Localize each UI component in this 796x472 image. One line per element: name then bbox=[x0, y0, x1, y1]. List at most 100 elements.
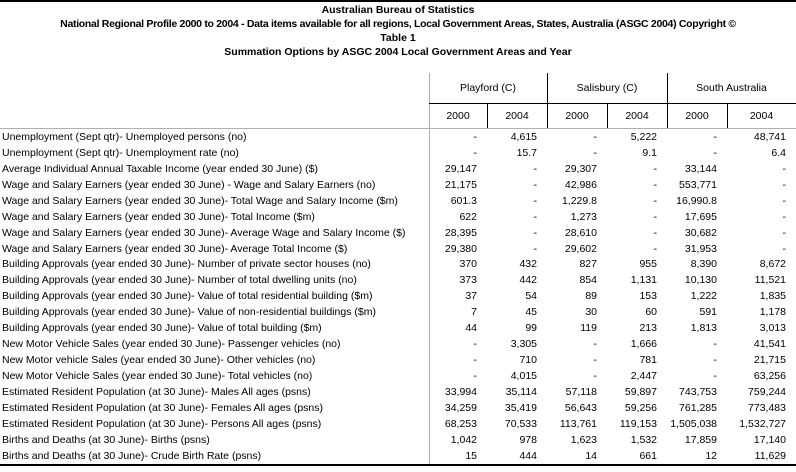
data-cell: - bbox=[713, 370, 718, 383]
table-row: New Motor Vehicle Sales (year ended 30 J… bbox=[0, 336, 796, 352]
data-cell: 1,222 bbox=[690, 290, 717, 303]
group-header-underline bbox=[429, 103, 796, 104]
data-cell: 31,953 bbox=[684, 242, 717, 255]
data-cell: 45 bbox=[525, 306, 537, 319]
data-cell: 29,380 bbox=[444, 242, 477, 255]
row-label: New Motor vehicle Sales (year ended 30 J… bbox=[2, 354, 316, 367]
row-label: Unemployment (Sept qtr)- Unemployment ra… bbox=[2, 146, 239, 159]
group-divider-salisbury-sa bbox=[667, 73, 668, 128]
row-label: Estimated Resident Population (at 30 Jun… bbox=[2, 417, 322, 430]
year-divider-sa bbox=[727, 104, 728, 128]
data-cell: 553,771 bbox=[679, 178, 717, 191]
data-cell: 854 bbox=[579, 274, 597, 287]
data-cell: 442 bbox=[519, 274, 537, 287]
data-cell: - bbox=[533, 194, 538, 207]
label-column-divider bbox=[429, 73, 430, 465]
table-row: Average Individual Annual Taxable Income… bbox=[0, 161, 796, 177]
data-cell: - bbox=[713, 146, 718, 159]
data-cell: 21,715 bbox=[753, 354, 786, 367]
data-cell: 978 bbox=[519, 433, 537, 446]
data-cell: 28,395 bbox=[444, 226, 477, 239]
row-label: Estimated Resident Population (at 30 Jun… bbox=[2, 401, 323, 414]
table-row: Building Approvals (year ended 30 June)-… bbox=[0, 320, 796, 336]
subtitle: National Regional Profile 2000 to 2004 -… bbox=[60, 18, 736, 30]
data-cell: - bbox=[473, 338, 478, 351]
row-label: Births and Deaths (at 30 June)- Births (… bbox=[2, 433, 210, 446]
data-cell: - bbox=[713, 354, 718, 367]
row-label: Wage and Salary Earners (year ended 30 J… bbox=[2, 178, 376, 191]
data-cell: 8,672 bbox=[759, 258, 786, 271]
data-cell: 28,610 bbox=[564, 226, 597, 239]
column-group-south-australia: South Australia bbox=[696, 82, 767, 94]
data-cell: - bbox=[782, 242, 787, 255]
data-cell: 113,761 bbox=[559, 417, 597, 430]
table-row: Building Approvals (year ended 30 June)-… bbox=[0, 272, 796, 288]
row-label: Average Individual Annual Taxable Income… bbox=[2, 162, 318, 175]
data-cell: 21,175 bbox=[444, 178, 477, 191]
data-cell: 16,990.8 bbox=[676, 194, 717, 207]
row-label: New Motor Vehicle Sales (year ended 30 J… bbox=[2, 338, 341, 351]
data-cell: - bbox=[593, 130, 598, 143]
data-cell: - bbox=[653, 162, 658, 175]
title-block: Australian Bureau of Statistics National… bbox=[0, 3, 796, 59]
data-cell: - bbox=[713, 338, 718, 351]
data-cell: 37 bbox=[465, 290, 477, 303]
row-label: New Motor Vehicle Sales (year ended 30 J… bbox=[2, 370, 313, 383]
year-header-playford-2000: 2000 bbox=[446, 109, 470, 122]
data-cell: 622 bbox=[459, 210, 477, 223]
data-cell: 11,629 bbox=[754, 449, 786, 462]
row-label: Building Approvals (year ended 30 June)-… bbox=[2, 258, 371, 271]
data-cell: 10,130 bbox=[684, 274, 717, 287]
data-cell: 761,285 bbox=[679, 401, 717, 414]
data-cell: 1,532,727 bbox=[739, 417, 786, 430]
year-header-salisbury-2004: 2004 bbox=[625, 109, 649, 122]
data-cell: 89 bbox=[585, 290, 597, 303]
data-cell: 591 bbox=[699, 306, 717, 319]
table-row: Unemployment (Sept qtr)- Unemployed pers… bbox=[0, 129, 796, 145]
data-cell: 8,390 bbox=[690, 258, 717, 271]
data-cell: 370 bbox=[459, 258, 477, 271]
data-cell: - bbox=[782, 194, 787, 207]
data-cell: 6.4 bbox=[771, 146, 786, 159]
table-row: Wage and Salary Earners (year ended 30 J… bbox=[0, 209, 796, 225]
data-cell: 1,813 bbox=[690, 322, 717, 335]
data-cell: - bbox=[473, 354, 478, 367]
column-group-salisbury: Salisbury (C) bbox=[576, 82, 638, 94]
data-cell: 1,042 bbox=[450, 433, 477, 446]
data-cell: 17,695 bbox=[684, 210, 717, 223]
data-cell: 743,753 bbox=[679, 385, 717, 398]
data-cell: 34,259 bbox=[444, 401, 477, 414]
data-cell: - bbox=[653, 242, 658, 255]
data-cell: 30,682 bbox=[684, 226, 717, 239]
data-cell: 99 bbox=[525, 322, 537, 335]
data-cell: - bbox=[782, 210, 787, 223]
year-divider-playford bbox=[487, 104, 488, 128]
row-label: Wage and Salary Earners (year ended 30 J… bbox=[2, 194, 398, 207]
data-cell: 33,994 bbox=[444, 385, 477, 398]
data-cell: 11,521 bbox=[754, 274, 786, 287]
data-cell: 661 bbox=[639, 449, 657, 462]
table-row: Building Approvals (year ended 30 June)-… bbox=[0, 304, 796, 320]
data-cell: 4,015 bbox=[510, 370, 537, 383]
data-cell: 48,741 bbox=[753, 130, 786, 143]
table-title: Summation Options by ASGC 2004 Local Gov… bbox=[224, 46, 572, 58]
data-cell: 119,153 bbox=[619, 417, 657, 430]
table-row: Unemployment (Sept qtr)- Unemployment ra… bbox=[0, 145, 796, 161]
data-cell: 29,147 bbox=[444, 162, 477, 175]
data-cell: 1,273 bbox=[570, 210, 597, 223]
data-cell: 29,602 bbox=[564, 242, 597, 255]
data-cell: 60 bbox=[645, 306, 657, 319]
top-border bbox=[0, 0, 796, 2]
data-cell: - bbox=[713, 130, 718, 143]
data-cell: 35,419 bbox=[504, 401, 537, 414]
page-title: Australian Bureau of Statistics bbox=[321, 4, 475, 16]
table-row: Estimated Resident Population (at 30 Jun… bbox=[0, 416, 796, 432]
row-label: Building Approvals (year ended 30 June)-… bbox=[2, 290, 373, 303]
data-cell: 63,256 bbox=[753, 370, 786, 383]
summation-options-table: Unemployment (Sept qtr)- Unemployed pers… bbox=[0, 129, 796, 464]
data-cell: - bbox=[653, 194, 658, 207]
data-cell: 42,986 bbox=[564, 178, 597, 191]
data-cell: 773,483 bbox=[748, 401, 786, 414]
data-cell: 59,256 bbox=[624, 401, 657, 414]
